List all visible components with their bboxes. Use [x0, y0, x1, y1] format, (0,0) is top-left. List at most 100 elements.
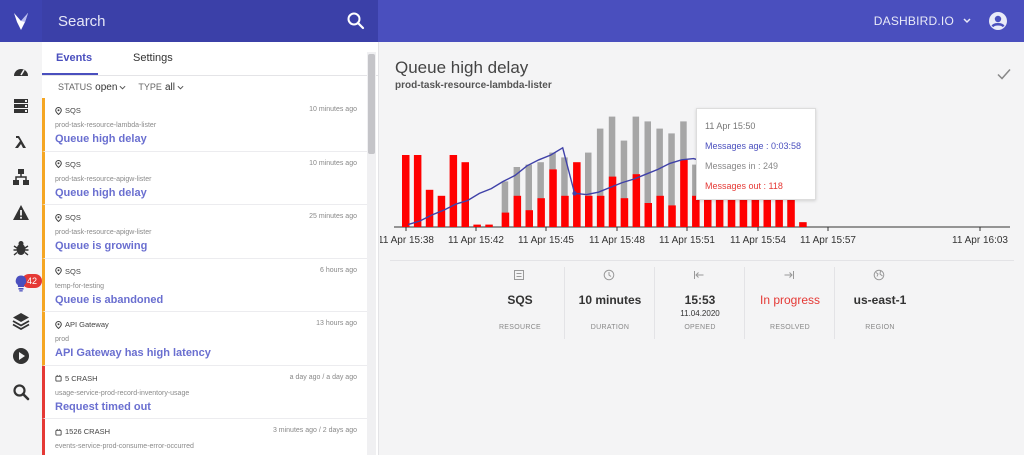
database-icon: [14, 99, 28, 113]
chevron-down-icon[interactable]: [177, 84, 184, 91]
event-resource-name: prod-task-resource-lambda-lister: [395, 80, 552, 91]
resolve-check-icon[interactable]: [996, 66, 1012, 82]
event-source-label: SQS: [65, 213, 81, 222]
bar-messages-in: [668, 133, 675, 227]
metric-value: SQS: [507, 293, 533, 307]
bar-messages-out: [715, 174, 724, 227]
scrollbar-thumb[interactable]: [368, 54, 375, 154]
metric-label: REGION: [865, 324, 895, 331]
tooltip-messages-out: Messages out : 118: [705, 181, 783, 191]
metric-value: 15:53: [684, 293, 716, 307]
event-time: 13 hours ago: [316, 320, 357, 327]
chevron-down-icon[interactable]: [962, 16, 972, 26]
bar-messages-in: [501, 181, 509, 227]
metric-resolved: In progress RESOLVED: [745, 267, 835, 339]
lambda-icon: [15, 136, 26, 148]
event-source: SQS: [55, 213, 81, 222]
bar-messages-out: [644, 203, 652, 227]
nav-rail: 42: [0, 42, 43, 455]
metric-label: OPENED: [684, 324, 716, 331]
bar-messages-in: [620, 140, 628, 227]
event-title-link[interactable]: API Gateway has high latency: [55, 347, 211, 359]
nav-lambda[interactable]: [0, 125, 42, 159]
event-title-link[interactable]: Queue is abandoned: [55, 293, 164, 306]
event-title-link[interactable]: Queue high delay: [55, 133, 147, 145]
event-list-item[interactable]: SQS 10 minutes ago prod-task-resource-lamb…: [42, 98, 367, 152]
event-title: Queue high delay: [395, 58, 529, 77]
metric-value: us-east-1: [853, 293, 907, 307]
divider: [390, 260, 1014, 261]
nav-insights[interactable]: [0, 266, 42, 300]
nav-alerts[interactable]: [0, 196, 42, 230]
network-icon: [13, 169, 29, 185]
tab-events[interactable]: Events: [56, 52, 93, 64]
event-time: 10 minutes ago: [309, 159, 357, 167]
nav-database[interactable]: [0, 89, 42, 123]
search-icon: [13, 384, 30, 401]
account-menu[interactable]: DASHBIRD.IO: [874, 0, 1008, 42]
event-source-label: 5 CRASH: [65, 373, 98, 383]
event-list-item[interactable]: SQS 25 minutes ago prod-task-resource-apig…: [42, 205, 367, 259]
events-panel: Events Settings STATUS open TYPE all SQS…: [42, 42, 379, 455]
nav-errors[interactable]: [0, 231, 42, 265]
event-time: 25 minutes ago: [309, 213, 357, 220]
bar-messages-out: [402, 155, 410, 227]
account-name[interactable]: DASHBIRD.IO: [873, 14, 954, 28]
event-list-item[interactable]: SQS 10 minutes ago prod-task-resource-apig…: [42, 151, 367, 205]
event-source: SQS: [55, 160, 81, 169]
tab-settings[interactable]: Settings: [133, 52, 173, 64]
event-time: 10 minutes ago: [309, 106, 357, 113]
event-list-item[interactable]: API Gateway 13 hours ago prod API Gateway h…: [42, 312, 367, 366]
type-filter-label: TYPE: [138, 82, 162, 92]
globe-icon: [873, 269, 885, 281]
bar-messages-out: [461, 162, 469, 227]
event-function: usage-service-prod-record-inventory-usag…: [55, 389, 190, 397]
chevron-down-icon[interactable]: [119, 84, 126, 91]
location-pin-icon: [55, 213, 62, 222]
metric-label: RESOLVED: [769, 324, 810, 331]
bar-messages-in: [561, 157, 568, 227]
search-icon[interactable]: [346, 11, 366, 31]
tooltip-time: 11 Apr 15:50: [705, 121, 756, 131]
event-function: prod-task-resource-apigw-lister: [55, 175, 152, 183]
alert-icon: [13, 205, 29, 220]
nav-run[interactable]: [0, 339, 42, 373]
event-title-link[interactable]: Queue high delay: [55, 186, 147, 199]
nav-network[interactable]: [0, 160, 42, 194]
nav-search[interactable]: [0, 375, 42, 409]
metric-resource: SQS RESOURCE: [475, 267, 565, 339]
event-function: prod-task-resource-apigw-lister: [55, 229, 152, 236]
event-source: 5 CRASH: [55, 374, 98, 383]
type-filter-select[interactable]: all: [164, 81, 175, 93]
lightbulb-icon: [15, 275, 27, 292]
nav-stacks[interactable]: [0, 304, 42, 338]
event-list-item[interactable]: 1526 CRASH 3 minutes ago / 2 days ago even…: [42, 419, 367, 455]
crash-icon: [55, 374, 62, 382]
location-pin-icon: [55, 267, 62, 275]
event-title-link[interactable]: Request timed out: [55, 400, 151, 413]
event-list-item[interactable]: 5 CRASH a day ago / a day ago usage-servic…: [42, 365, 367, 419]
metric-label: DURATION: [590, 324, 630, 331]
chart-tooltip: 11 Apr 15:50 Messages age : 0:03:58 Mess…: [696, 108, 816, 200]
search-input[interactable]: [58, 11, 328, 31]
event-list-item[interactable]: SQS 6 hours ago temp-for-testing Queue is a…: [42, 258, 367, 312]
event-title-link[interactable]: Queue is growing: [55, 240, 148, 252]
x-tick-label: 11 Apr 15:42: [448, 235, 504, 246]
event-function: temp-for-testing: [55, 282, 105, 290]
events-scrollbar[interactable]: [367, 52, 376, 455]
status-filter-select[interactable]: open: [95, 81, 118, 93]
top-bar: DASHBIRD.IO: [0, 0, 1024, 42]
event-source-label: SQS: [65, 159, 81, 169]
bar-messages-out: [549, 169, 557, 227]
bar-messages-out: [425, 189, 434, 227]
nav-dashboard[interactable]: [0, 55, 42, 89]
user-avatar-icon[interactable]: [988, 11, 1008, 31]
bar-messages-in: [596, 128, 604, 227]
metric-opened: 15:53 11.04.2020 OPENED: [655, 267, 745, 339]
event-source-label: 1526 CRASH: [65, 427, 111, 436]
location-pin-icon: [55, 320, 62, 329]
bar-messages-out: [668, 205, 676, 227]
dashbird-logo[interactable]: [0, 0, 42, 42]
bar-messages-in: [585, 152, 592, 227]
crash-icon: [55, 428, 62, 435]
